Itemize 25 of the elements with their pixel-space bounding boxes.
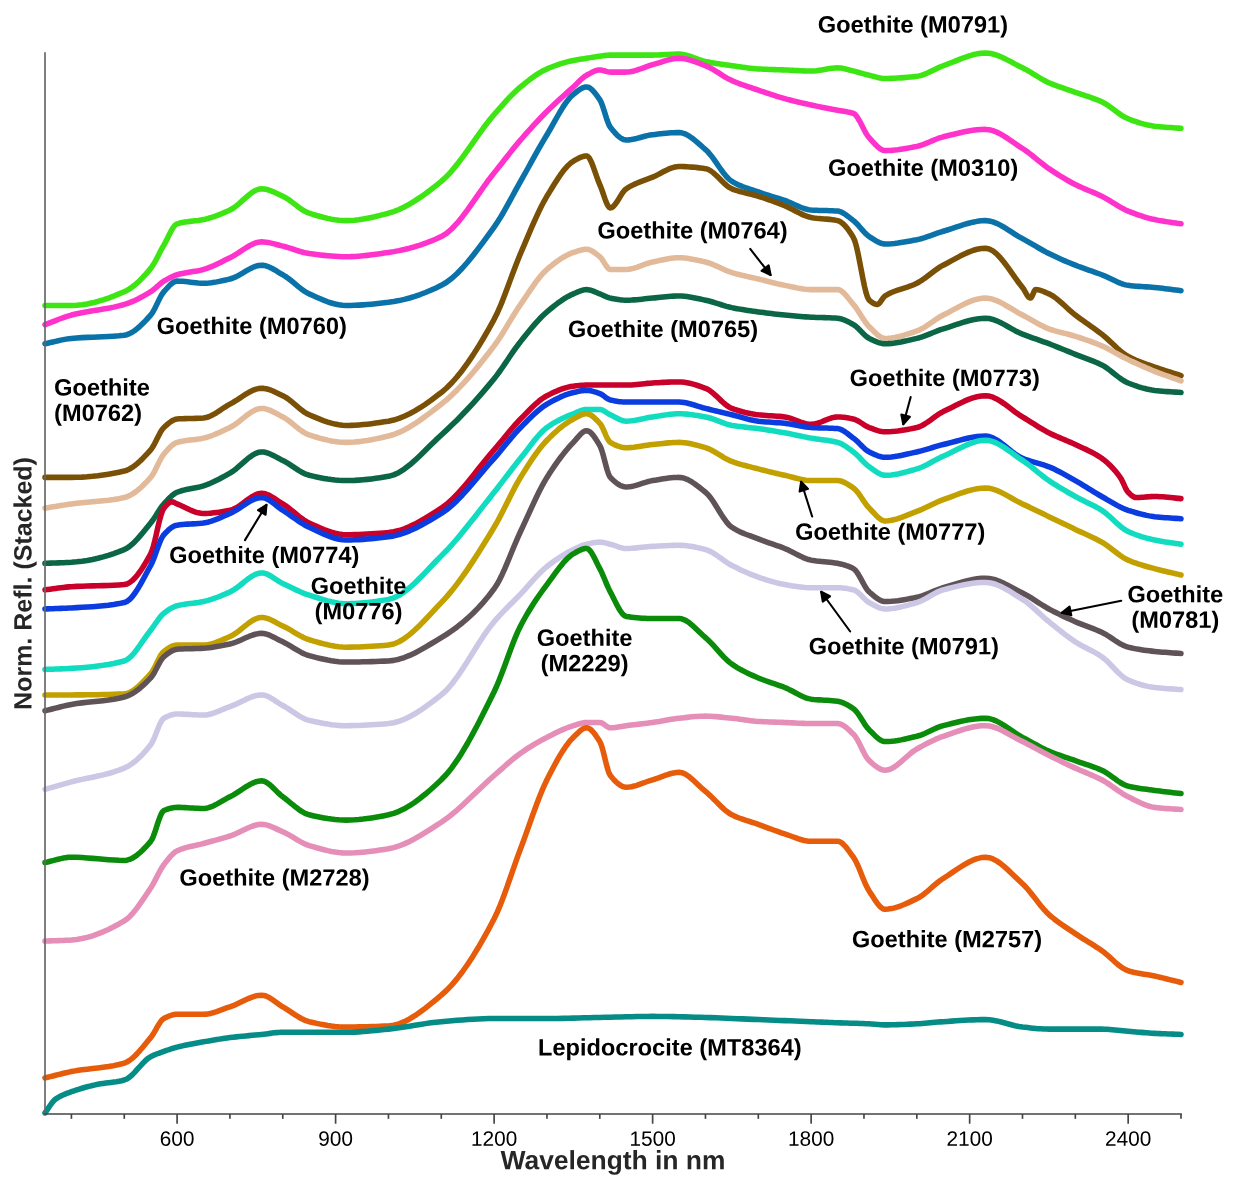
series-label: Goethite (M0762) (55, 378, 150, 426)
series-label: Goethite (M0765) (568, 319, 757, 342)
series-label: Goethite (M0777) (796, 522, 985, 545)
x-tick-label: 1800 (789, 1131, 834, 1146)
y-axis-title: Norm. Refl. (Stacked) (13, 458, 37, 709)
series-label: Goethite (M0781) (1128, 585, 1223, 633)
series-label: Lepidocrocite (MT8364) (539, 1038, 801, 1061)
x-tick-label: 1500 (631, 1131, 675, 1146)
x-tick-label: 2100 (947, 1131, 993, 1146)
series-label: Goethite (M0791) (818, 15, 1007, 38)
x-tick-label: 600 (160, 1131, 194, 1146)
series-label: Goethite (M2757) (852, 930, 1041, 953)
series-label: Goethite (M2728) (180, 868, 369, 891)
x-tick-label: 1200 (472, 1131, 517, 1146)
series-label: Goethite (M0774) (170, 545, 359, 568)
series-label: Goethite (M0310) (828, 158, 1018, 181)
series-label: Goethite (M0760) (157, 316, 346, 339)
series-label: Goethite (M0764) (598, 221, 787, 244)
x-axis-title: Wavelength in nm (500, 1150, 724, 1175)
series-label: Goethite (M2229) (537, 628, 632, 677)
x-tick-label: 900 (319, 1131, 353, 1146)
series-label: Goethite (M0776) (311, 576, 406, 625)
series-label: Goethite (M0773) (850, 368, 1039, 391)
x-tick-label: 2400 (1106, 1131, 1151, 1146)
series-label: Goethite (M0791) (809, 637, 998, 660)
